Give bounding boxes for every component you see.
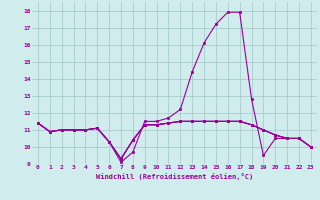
X-axis label: Windchill (Refroidissement éolien,°C): Windchill (Refroidissement éolien,°C) <box>96 173 253 180</box>
